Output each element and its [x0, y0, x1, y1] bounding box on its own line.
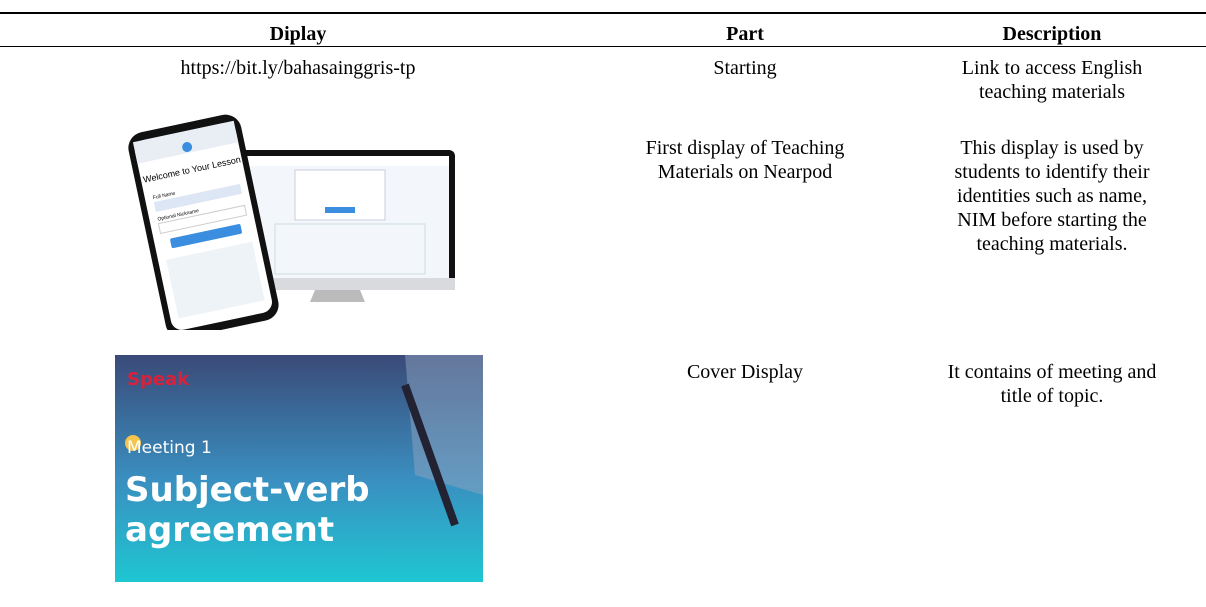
logo: Speak: [127, 369, 190, 390]
top-rule: [0, 12, 1206, 14]
text-line: Materials on Nearpod: [657, 161, 833, 183]
text-line: teaching materials: [978, 81, 1126, 103]
nearpod-image: Welcome to Your Lesson Full Name Optiona…: [128, 114, 455, 330]
part-cell: Cover Display: [687, 360, 803, 384]
description-cell: It contains of meeting and title of topic…: [948, 360, 1157, 408]
part-cell: Starting: [713, 56, 776, 80]
text-line: Starting: [713, 57, 777, 79]
text-line: teaching materials.: [976, 233, 1128, 255]
meeting: Meeting 1: [127, 438, 212, 458]
part-cell: First display of Teaching Materials on Ne…: [646, 136, 845, 184]
header: Description: [1002, 23, 1102, 45]
text-line: students to identify their: [954, 161, 1150, 183]
cover-title: agreement: [125, 510, 334, 550]
cover-image: Speak Meeting 1 Subject-verb agreement: [115, 355, 483, 582]
header: Diplay: [269, 23, 327, 45]
header-rule: [0, 46, 1206, 47]
text-line: Cover Display: [686, 361, 804, 383]
header: Part: [726, 23, 764, 45]
text-line: identities such as name,: [957, 185, 1147, 207]
text-line: It contains of meeting and: [947, 361, 1157, 383]
description-cell: Link to access English teaching materials: [962, 56, 1143, 104]
text-line: This display is used by: [960, 137, 1144, 159]
link-text: https://bit.ly/bahasainggris-tp: [180, 57, 416, 79]
text-line: NIM before starting the: [957, 209, 1147, 231]
phone-label: Full Name: [152, 191, 176, 202]
text-line: title of topic.: [1000, 385, 1104, 407]
text-line: First display of Teaching: [645, 137, 845, 159]
text-line: Link to access English: [961, 57, 1143, 79]
description-cell: This display is used by students to ident…: [955, 136, 1150, 256]
cover-title: Subject-verb: [125, 470, 370, 510]
